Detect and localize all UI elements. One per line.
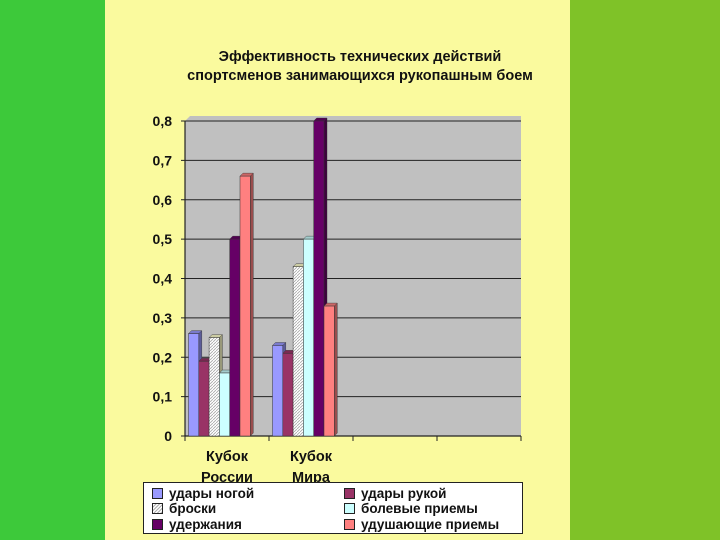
y-tick-label: 0 (164, 428, 172, 444)
legend-swatch (344, 487, 355, 499)
bar-side (334, 302, 338, 437)
legend-label: удержания (169, 516, 242, 532)
y-tick-label: 0,2 (153, 349, 173, 365)
y-tick-label: 0,4 (153, 271, 173, 287)
background-right (570, 0, 720, 540)
bar (282, 353, 294, 437)
chart-legend: удары ногой удары рукой броски болевые прие… (143, 482, 523, 534)
legend-swatch (344, 503, 355, 514)
y-tick-label: 0,6 (153, 192, 173, 208)
bar (208, 337, 220, 437)
legend-label: удары рукой (361, 485, 447, 501)
y-tick-label: 0,3 (153, 310, 173, 326)
y-tick-label: 0,7 (153, 152, 173, 168)
legend-label: удары ногой (169, 485, 255, 501)
legend-label: удушающие приемы (361, 516, 500, 532)
legend-swatch (152, 518, 163, 530)
legend-label: болевые приемы (361, 501, 478, 516)
legend-swatch (152, 503, 163, 514)
legend-item: удушающие приемы (344, 516, 499, 532)
bar-side (250, 172, 254, 437)
legend-swatch (152, 487, 163, 499)
bar (313, 120, 325, 437)
bar (239, 175, 251, 437)
bar (303, 238, 314, 437)
background-left (0, 0, 105, 540)
legend-item: болевые приемы (344, 501, 478, 517)
legend-label: броски (169, 501, 217, 516)
legend-item: удары рукой (344, 485, 446, 501)
y-tick-label: 0,1 (153, 389, 173, 405)
bar (323, 305, 335, 437)
bar (229, 238, 241, 437)
bar (188, 333, 200, 437)
x-category-label: Кубок (290, 449, 333, 465)
bar (272, 345, 284, 437)
bar (219, 372, 230, 437)
chart-title: Эффективность технических действий спорт… (187, 49, 533, 84)
y-tick-label: 0,5 (153, 231, 173, 247)
y-tick-label: 0,8 (153, 113, 173, 129)
bar (198, 360, 210, 437)
legend-item: броски (152, 501, 216, 517)
x-category-label: Кубок (206, 449, 249, 465)
legend-item: удержания (152, 516, 242, 532)
legend-swatch (344, 518, 355, 530)
legend-item: удары ногой (152, 485, 254, 501)
bar (292, 266, 304, 437)
